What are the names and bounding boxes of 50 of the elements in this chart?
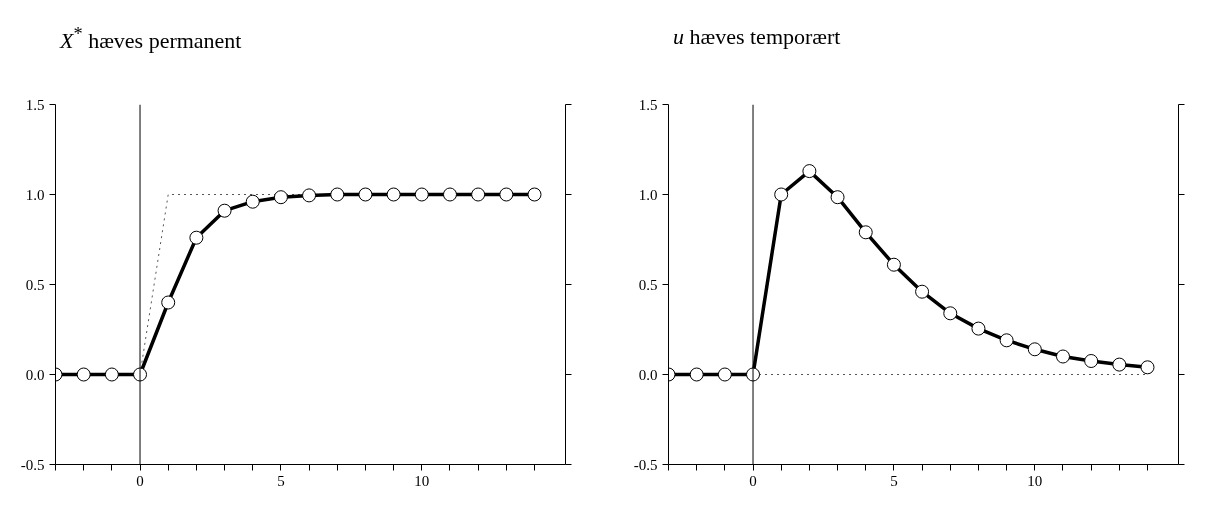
chart-title: u hæves temporært bbox=[673, 23, 841, 51]
point bbox=[499, 187, 514, 202]
point bbox=[527, 187, 542, 202]
point bbox=[1055, 349, 1070, 364]
point bbox=[104, 367, 119, 382]
x-tick-label: 10 bbox=[1027, 472, 1043, 489]
point bbox=[330, 187, 345, 202]
point bbox=[471, 187, 486, 202]
x-tick-label: 10 bbox=[414, 472, 430, 489]
chart-title: X$^{*}$ hæves permanent bbox=[60, 23, 242, 56]
point bbox=[858, 225, 873, 240]
point bbox=[76, 367, 91, 382]
x-tick-label: 0 bbox=[749, 472, 757, 489]
point bbox=[774, 187, 789, 202]
point bbox=[358, 187, 373, 202]
y-tick-label: 0.0 bbox=[638, 366, 658, 383]
point bbox=[414, 187, 429, 202]
y-tick-label: -0.5 bbox=[20, 456, 45, 473]
x-tick-label: 5 bbox=[890, 472, 898, 489]
point bbox=[717, 367, 732, 382]
point bbox=[802, 164, 817, 179]
y-tick-label: 0.0 bbox=[25, 366, 45, 383]
point bbox=[386, 187, 401, 202]
point bbox=[1140, 360, 1155, 375]
point bbox=[217, 203, 232, 218]
point bbox=[302, 188, 317, 203]
point bbox=[886, 257, 901, 272]
point bbox=[1112, 357, 1127, 372]
point bbox=[830, 190, 845, 205]
y-tick-label: 1.0 bbox=[25, 186, 45, 203]
y-tick-label: 1.0 bbox=[638, 186, 658, 203]
y-tick-label: 0.5 bbox=[638, 276, 658, 293]
point bbox=[915, 284, 930, 299]
point bbox=[1027, 342, 1042, 357]
point bbox=[689, 367, 704, 382]
point bbox=[245, 194, 260, 209]
y-tick-label: 0.5 bbox=[25, 276, 45, 293]
point bbox=[943, 306, 958, 321]
y-tick-label: 1.5 bbox=[25, 96, 45, 113]
point bbox=[1084, 354, 1099, 368]
y-tick-label: -0.5 bbox=[633, 456, 658, 473]
point bbox=[971, 321, 986, 336]
x-tick-label: 0 bbox=[136, 472, 144, 489]
point bbox=[442, 187, 457, 202]
point bbox=[189, 230, 204, 245]
point bbox=[999, 333, 1014, 348]
point bbox=[273, 190, 288, 205]
x-tick-label: 5 bbox=[277, 472, 285, 489]
point bbox=[161, 295, 176, 310]
y-tick-label: 1.5 bbox=[638, 96, 658, 113]
